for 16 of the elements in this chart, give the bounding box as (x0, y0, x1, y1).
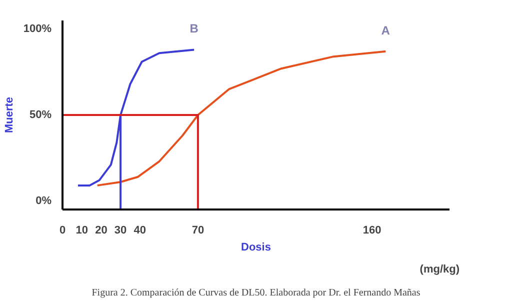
y-tick-label: 0% (36, 194, 52, 207)
x-tick-label: 20 (95, 224, 108, 236)
series-label: B (190, 22, 199, 36)
x-tick-label: 0 (59, 224, 66, 236)
text: (mg/kg) (420, 264, 460, 276)
x-tick-label: 160 (362, 224, 382, 236)
x-tick-label: 70 (192, 224, 204, 236)
y-tick-label: 100% (23, 23, 52, 36)
x-tick-label: 40 (134, 224, 146, 236)
x-tick-label: 10 (76, 224, 88, 236)
x-tick-label: 30 (114, 224, 127, 236)
y-axis-title: Muerte (3, 96, 16, 134)
y-tick-label: 50% (29, 109, 52, 121)
x-axis-title: Dosis (241, 242, 271, 254)
text: Figura 2. Comparación de Curvas de DL50. Elaborada por Dr. el Fernando Mañas (92, 288, 420, 298)
series-label: A (381, 23, 390, 38)
